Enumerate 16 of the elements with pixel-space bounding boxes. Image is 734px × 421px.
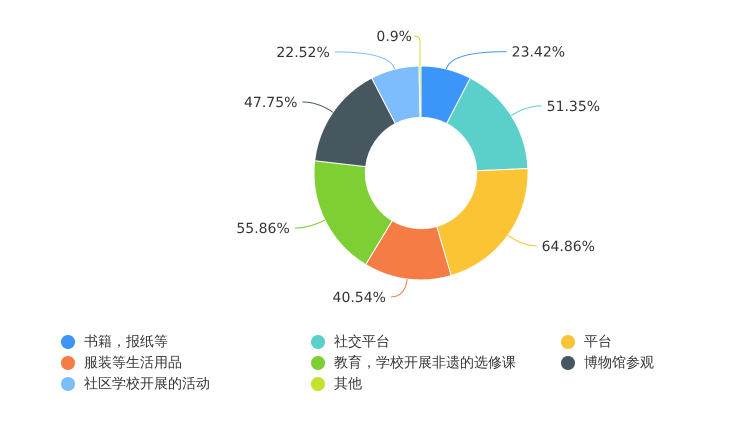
data-label: 51.35% xyxy=(546,98,600,115)
data-label: 40.54% xyxy=(332,290,386,306)
legend-label: 其他 xyxy=(334,374,362,392)
legend-label: 社交平台 xyxy=(334,332,390,350)
data-label: 64.86% xyxy=(542,238,595,255)
legend-label: 社区学校开展的活动 xyxy=(84,374,210,392)
legend-label: 书籍，报纸等 xyxy=(84,332,168,350)
legend-label: 服装等生活用品 xyxy=(84,354,182,372)
legend-label: 教育，学校开展非遗的选修课 xyxy=(334,354,516,372)
data-label: 55.86% xyxy=(236,221,290,238)
data-label: 22.52% xyxy=(276,44,330,61)
data-label: 23.42% xyxy=(512,44,566,61)
legend-label: 博物馆参观 xyxy=(584,354,654,372)
data-label: 0.9% xyxy=(376,29,412,46)
legend-label: 平台 xyxy=(584,332,612,350)
data-label: 47.75% xyxy=(244,95,298,112)
